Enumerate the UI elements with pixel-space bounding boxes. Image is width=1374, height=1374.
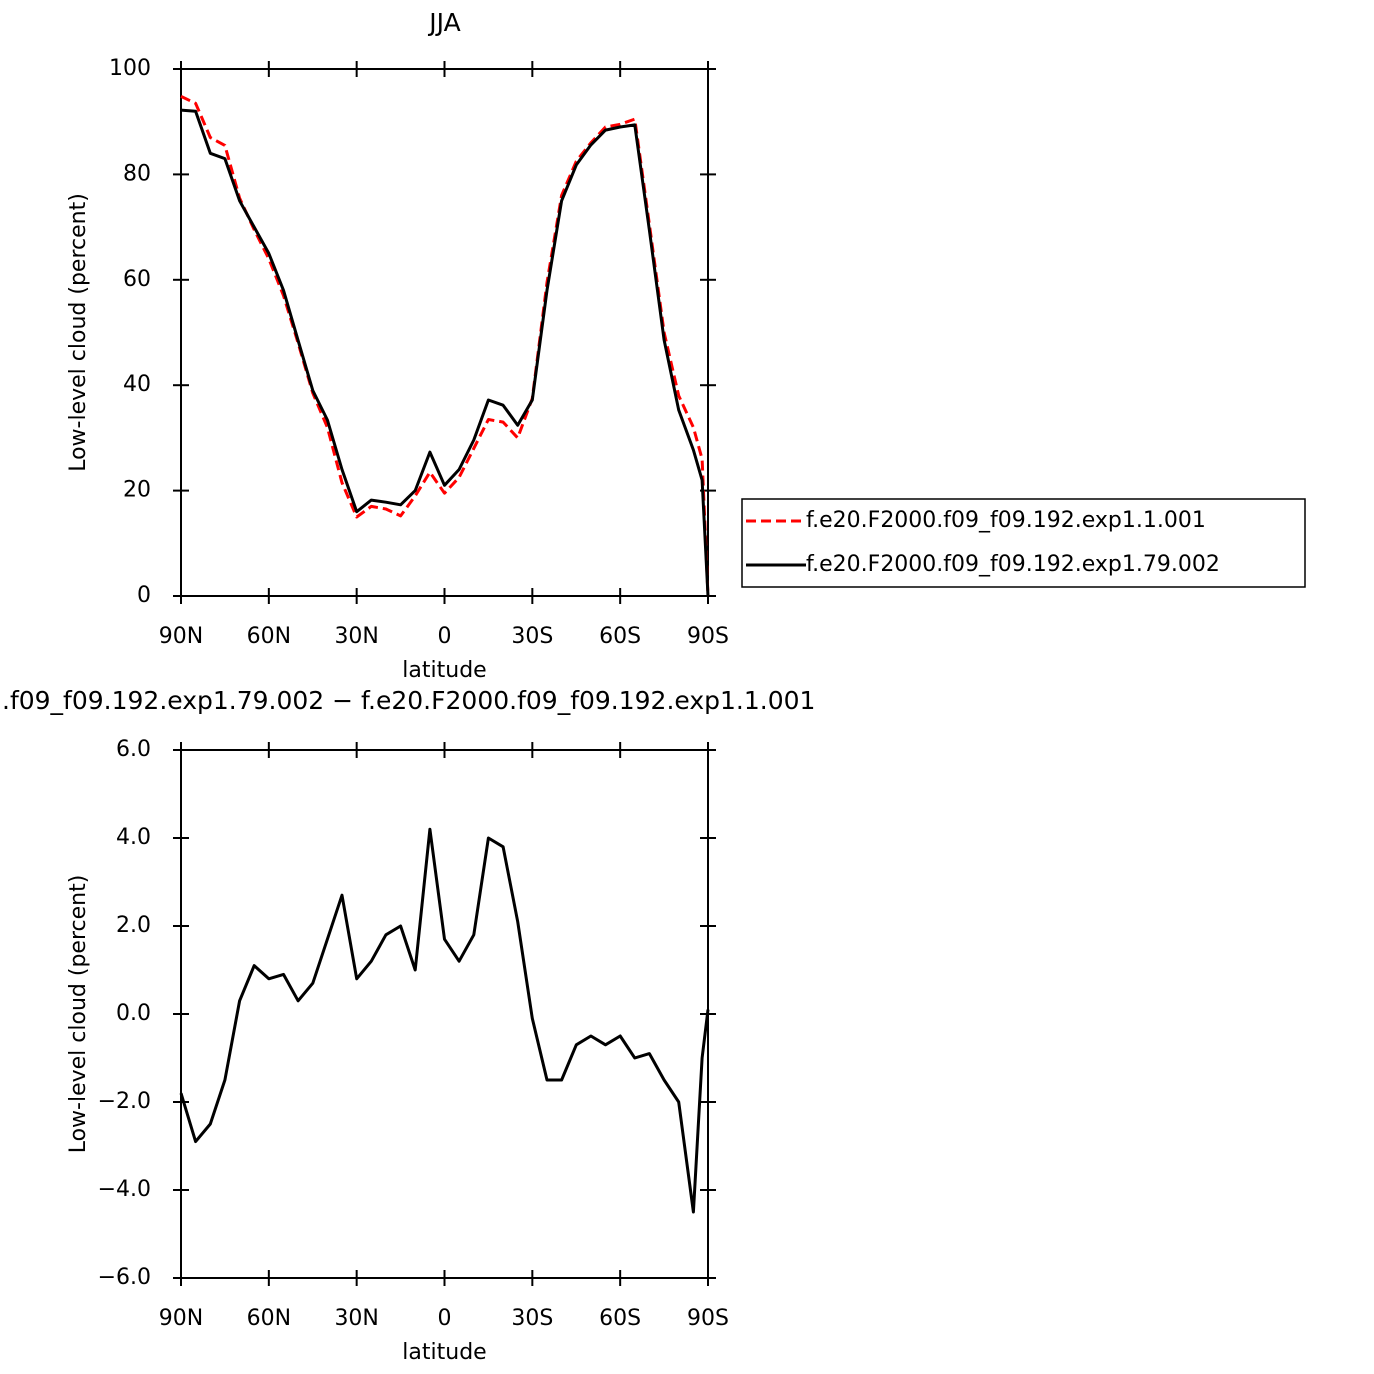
x-tick-label: 60S — [599, 1306, 641, 1331]
y-tick-label: 0 — [137, 583, 151, 608]
x-tick-label: 30S — [511, 1306, 553, 1331]
y-tick-label: −4.0 — [98, 1177, 151, 1202]
y-tick-label: 0.0 — [116, 1001, 151, 1026]
x-tick-label: 0 — [438, 1306, 452, 1331]
x-tick-label: 90N — [159, 1306, 203, 1331]
x-tick-label: 60S — [599, 624, 641, 649]
data-line — [180, 95, 710, 597]
y-axis-label: Low-level cloud (percent) — [66, 875, 91, 1154]
x-tick-label: 30S — [511, 624, 553, 649]
data-line — [180, 108, 710, 597]
data-line — [179, 827, 710, 1214]
x-tick-label: 30N — [334, 624, 378, 649]
y-tick-label: 100 — [109, 56, 151, 81]
legend-box — [741, 498, 1306, 588]
chart-title: .f09_f09.192.exp1.79.002 − f.e20.F2000.f… — [2, 686, 815, 715]
plot-frame — [180, 68, 709, 597]
legend-label: f.e20.F2000.f09_f09.192.exp1.79.002 — [806, 552, 1220, 577]
x-tick-label: 60N — [247, 1306, 291, 1331]
x-tick-label: 30N — [334, 1306, 378, 1331]
y-tick-label: 6.0 — [116, 737, 151, 762]
x-axis-label: latitude — [402, 1340, 486, 1365]
x-tick-label: 60N — [247, 624, 291, 649]
x-tick-label: 90S — [687, 1306, 729, 1331]
y-tick-label: 80 — [123, 161, 151, 186]
x-tick-label: 90N — [159, 624, 203, 649]
y-tick-label: 20 — [123, 478, 151, 503]
y-tick-label: 4.0 — [116, 825, 151, 850]
y-tick-label: −6.0 — [98, 1265, 151, 1290]
y-tick-label: 2.0 — [116, 913, 151, 938]
chart-title: JJA — [427, 8, 460, 37]
x-tick-label: 90S — [687, 624, 729, 649]
y-axis-label: Low-level cloud (percent) — [66, 193, 91, 472]
x-axis-label: latitude — [402, 658, 486, 683]
x-tick-label: 0 — [438, 624, 452, 649]
y-tick-label: −2.0 — [98, 1089, 151, 1114]
y-tick-label: 40 — [123, 372, 151, 397]
legend-label: f.e20.F2000.f09_f09.192.exp1.1.001 — [806, 508, 1206, 533]
plot-frame — [180, 749, 709, 1279]
y-tick-label: 60 — [123, 267, 151, 292]
